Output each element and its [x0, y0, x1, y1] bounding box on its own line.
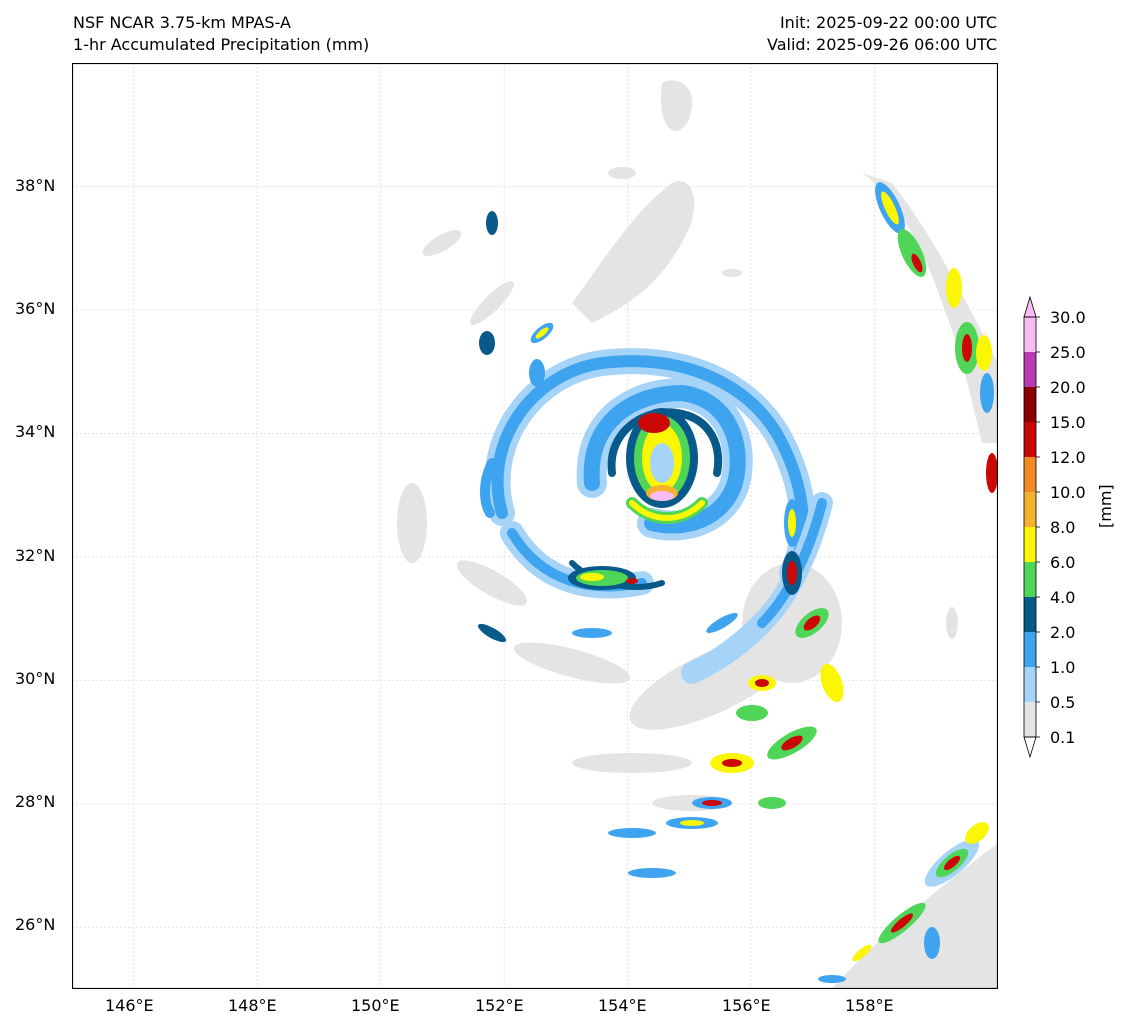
colorbar: 0.1 0.5 1.0 2.0 4.0 6.0 8.0 10.0 12.0 15…: [1022, 295, 1132, 785]
map-border: [72, 63, 998, 989]
lat-tick: 38°N: [15, 176, 56, 195]
header-left: NSF NCAR 3.75-km MPAS-A 1-hr Accumulated…: [73, 12, 369, 56]
lat-tick: 34°N: [15, 422, 56, 441]
colorbar-swatch: [1024, 317, 1036, 352]
colorbar-tick: 2.0: [1050, 623, 1076, 642]
colorbar-swatch: [1024, 387, 1036, 422]
colorbar-tick: 15.0: [1050, 413, 1086, 432]
colorbar-unit-label: [mm]: [1096, 484, 1115, 528]
colorbar-tick: 0.5: [1050, 693, 1076, 712]
header-right: Init: 2025-09-22 00:00 UTC Valid: 2025-0…: [767, 12, 997, 56]
colorbar-tick: 10.0: [1050, 483, 1086, 502]
colorbar-swatches: [1023, 295, 1040, 759]
colorbar-tick: 4.0: [1050, 588, 1076, 607]
colorbar-swatch: [1024, 352, 1036, 387]
colorbar-swatch: [1024, 562, 1036, 597]
lon-tick: 158°E: [845, 996, 894, 1015]
lat-tick: 36°N: [15, 299, 56, 318]
precipitation-map: [72, 63, 998, 989]
colorbar-tick: 6.0: [1050, 553, 1076, 572]
lon-tick: 152°E: [475, 996, 524, 1015]
lon-tick: 150°E: [351, 996, 400, 1015]
lat-tick: 28°N: [15, 792, 56, 811]
valid-time: Valid: 2025-09-26 06:00 UTC: [766, 35, 997, 54]
colorbar-tick: 12.0: [1050, 448, 1086, 467]
map-panel: [72, 63, 998, 989]
colorbar-swatch: [1024, 527, 1036, 562]
model-title: NSF NCAR 3.75-km MPAS-A: [73, 13, 291, 32]
colorbar-swatch: [1024, 702, 1036, 737]
colorbar-tick: 8.0: [1050, 518, 1076, 537]
lon-tick: 148°E: [228, 996, 277, 1015]
lat-tick: 30°N: [15, 669, 56, 688]
colorbar-swatch: [1024, 492, 1036, 527]
colorbar-swatch: [1024, 422, 1036, 457]
lat-tick: 26°N: [15, 915, 56, 934]
lon-tick: 156°E: [722, 996, 771, 1015]
precip-field: [397, 80, 998, 989]
colorbar-tick: 30.0: [1050, 308, 1086, 327]
lon-tick: 146°E: [105, 996, 154, 1015]
colorbar-extend-min: [1023, 736, 1037, 759]
lat-tick: 32°N: [15, 546, 56, 565]
colorbar-swatch: [1024, 667, 1036, 702]
lon-tick: 154°E: [598, 996, 647, 1015]
colorbar-tick: 25.0: [1050, 343, 1086, 362]
colorbar-swatch: [1024, 632, 1036, 667]
colorbar-swatch: [1024, 457, 1036, 492]
init-time: Init: 2025-09-22 00:00 UTC: [779, 13, 997, 32]
colorbar-extend-max: [1023, 295, 1037, 318]
colorbar-tick: 1.0: [1050, 658, 1076, 677]
colorbar-tick: 0.1: [1050, 728, 1076, 747]
colorbar-swatch: [1024, 597, 1036, 632]
colorbar-tick: 20.0: [1050, 378, 1086, 397]
field-title: 1-hr Accumulated Precipitation (mm): [73, 35, 370, 54]
